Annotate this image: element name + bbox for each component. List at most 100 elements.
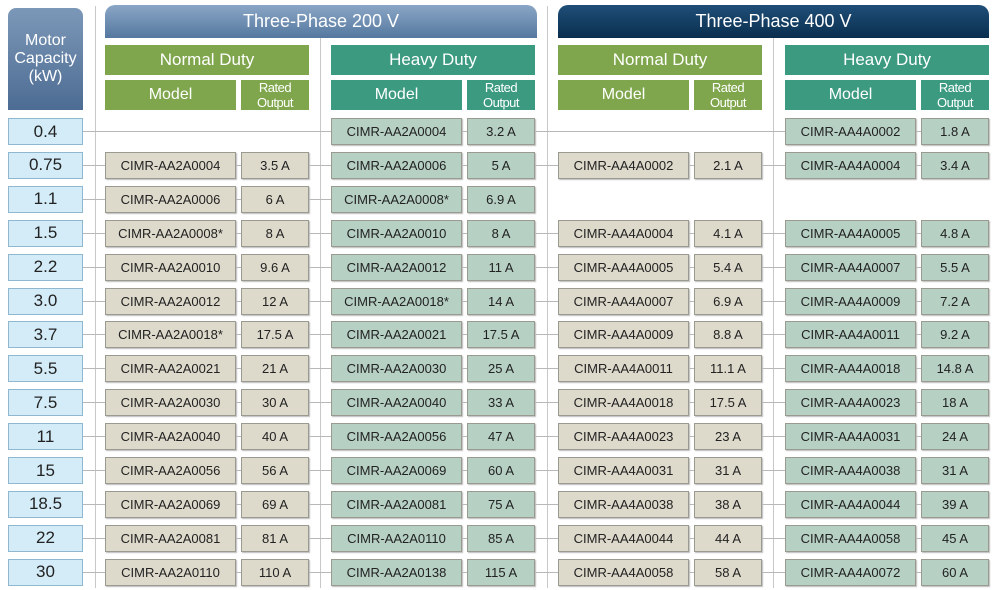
separator: [547, 6, 548, 588]
separator: [320, 6, 321, 588]
output-cell: 30 A: [241, 389, 309, 417]
output-cell: 9.6 A: [241, 253, 309, 281]
row-line: [83, 402, 989, 404]
model-header: Model: [558, 80, 689, 110]
model-cell: CIMR-AA2A0110: [105, 558, 236, 586]
model-cell: CIMR-AA2A0006: [105, 185, 236, 213]
output-cell: 44 A: [694, 524, 762, 552]
capacity-cell: 22: [8, 524, 83, 552]
model-cell: CIMR-AA4A0023: [558, 423, 689, 451]
output-header: Rated Output: [241, 80, 309, 110]
model-cell: CIMR-AA4A0038: [558, 490, 689, 518]
row-line: [83, 537, 989, 539]
model-cell: CIMR-AA4A0023: [785, 389, 916, 417]
model-cell: CIMR-AA2A0138: [331, 558, 462, 586]
row-line: [83, 164, 989, 166]
output-cell: 110 A: [241, 558, 309, 586]
model-cell: CIMR-AA2A0081: [331, 490, 462, 518]
output-cell: 1.8 A: [921, 118, 989, 145]
model-cell: CIMR-AA2A0069: [331, 457, 462, 484]
row-line: [83, 436, 989, 438]
output-cell: 60 A: [921, 558, 989, 586]
model-cell: CIMR-AA2A0110: [331, 524, 462, 552]
row-line: [83, 300, 989, 302]
output-cell: 18 A: [921, 389, 989, 417]
output-cell: 5.4 A: [694, 253, 762, 281]
output-cell: 7.2 A: [921, 287, 989, 315]
output-cell: 24 A: [921, 423, 989, 451]
duty-header: Normal Duty: [105, 45, 309, 75]
model-cell: CIMR-AA2A0040: [331, 389, 462, 417]
model-cell: CIMR-AA4A0044: [558, 524, 689, 552]
output-cell: 31 A: [694, 457, 762, 484]
model-cell: CIMR-AA4A0044: [785, 490, 916, 518]
output-cell: 8.8 A: [694, 321, 762, 349]
row-line: [83, 571, 989, 573]
model-cell: CIMR-AA2A0012: [105, 287, 236, 315]
output-cell: 56 A: [241, 457, 309, 484]
separator: [95, 6, 96, 588]
model-cell: CIMR-AA4A0002: [558, 151, 689, 179]
capacity-header: Motor Capacity (kW): [8, 8, 83, 110]
output-cell: 38 A: [694, 490, 762, 518]
capacity-cell: 7.5: [8, 389, 83, 417]
capacity-cell: 11: [8, 423, 83, 451]
model-cell: CIMR-AA4A0038: [785, 457, 916, 484]
output-cell: 4.1 A: [694, 219, 762, 247]
output-cell: 11.1 A: [694, 355, 762, 383]
row-line: [83, 503, 989, 505]
model-cell: CIMR-AA4A0031: [785, 423, 916, 451]
output-cell: 60 A: [467, 457, 535, 484]
model-cell: CIMR-AA4A0007: [785, 253, 916, 281]
output-cell: 9.2 A: [921, 321, 989, 349]
output-cell: 2.1 A: [694, 151, 762, 179]
row-line: [83, 131, 989, 132]
model-cell: CIMR-AA2A0018*: [331, 287, 462, 315]
output-cell: 40 A: [241, 423, 309, 451]
model-cell: CIMR-AA4A0007: [558, 287, 689, 315]
output-cell: 81 A: [241, 524, 309, 552]
model-cell: CIMR-AA2A0008*: [105, 219, 236, 247]
output-header: Rated Output: [467, 80, 535, 110]
row-line: [83, 368, 989, 370]
capacity-cell: 3.7: [8, 321, 83, 349]
row-line: [83, 334, 989, 336]
model-cell: CIMR-AA4A0002: [785, 118, 916, 145]
model-cell: CIMR-AA4A0031: [558, 457, 689, 484]
output-cell: 14.8 A: [921, 355, 989, 383]
output-cell: 5 A: [467, 151, 535, 179]
model-cell: CIMR-AA4A0011: [785, 321, 916, 349]
model-cell: CIMR-AA2A0030: [105, 389, 236, 417]
model-cell: CIMR-AA4A0058: [785, 524, 916, 552]
model-cell: CIMR-AA2A0021: [105, 355, 236, 383]
output-cell: 12 A: [241, 287, 309, 315]
output-header: Rated Output: [694, 80, 762, 110]
output-cell: 21 A: [241, 355, 309, 383]
model-cell: CIMR-AA4A0005: [785, 219, 916, 247]
model-cell: CIMR-AA4A0072: [785, 558, 916, 586]
output-cell: 14 A: [467, 287, 535, 315]
capacity-cell: 18.5: [8, 490, 83, 518]
model-cell: CIMR-AA2A0012: [331, 253, 462, 281]
capacity-cell: 1.1: [8, 185, 83, 213]
output-cell: 39 A: [921, 490, 989, 518]
output-cell: 8 A: [241, 219, 309, 247]
model-cell: CIMR-AA4A0011: [558, 355, 689, 383]
model-header: Model: [785, 80, 916, 110]
model-cell: CIMR-AA2A0006: [331, 151, 462, 179]
output-cell: 3.5 A: [241, 151, 309, 179]
model-cell: CIMR-AA4A0004: [785, 151, 916, 179]
output-cell: 58 A: [694, 558, 762, 586]
capacity-cell: 30: [8, 558, 83, 586]
output-cell: 8 A: [467, 219, 535, 247]
output-cell: 75 A: [467, 490, 535, 518]
model-cell: CIMR-AA2A0010: [105, 253, 236, 281]
model-cell: CIMR-AA4A0058: [558, 558, 689, 586]
output-cell: 5.5 A: [921, 253, 989, 281]
model-cell: CIMR-AA4A0005: [558, 253, 689, 281]
output-cell: 4.8 A: [921, 219, 989, 247]
model-cell: CIMR-AA4A0018: [785, 355, 916, 383]
output-cell: 85 A: [467, 524, 535, 552]
capacity-cell: 5.5: [8, 355, 83, 383]
model-header: Model: [105, 80, 236, 110]
